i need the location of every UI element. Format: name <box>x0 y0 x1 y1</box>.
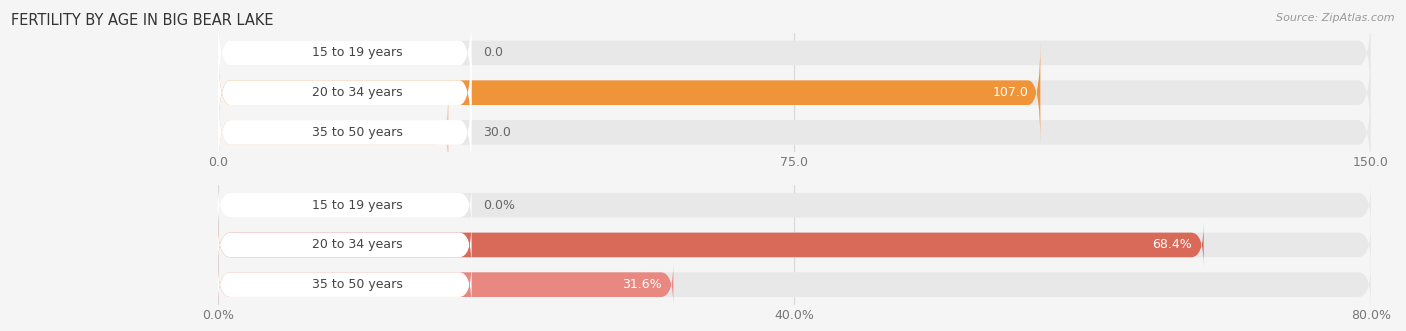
FancyBboxPatch shape <box>218 81 471 184</box>
Text: 15 to 19 years: 15 to 19 years <box>312 46 402 60</box>
FancyBboxPatch shape <box>218 41 1040 144</box>
FancyBboxPatch shape <box>218 41 1371 144</box>
FancyBboxPatch shape <box>218 263 673 306</box>
FancyBboxPatch shape <box>218 223 1371 266</box>
Text: Source: ZipAtlas.com: Source: ZipAtlas.com <box>1277 13 1395 23</box>
FancyBboxPatch shape <box>218 2 471 104</box>
FancyBboxPatch shape <box>218 223 1204 266</box>
FancyBboxPatch shape <box>218 263 471 306</box>
Text: 31.6%: 31.6% <box>623 278 662 291</box>
Text: 0.0%: 0.0% <box>484 199 515 212</box>
FancyBboxPatch shape <box>218 2 1371 104</box>
FancyBboxPatch shape <box>218 263 1371 306</box>
Text: 68.4%: 68.4% <box>1153 238 1192 252</box>
FancyBboxPatch shape <box>218 41 471 144</box>
FancyBboxPatch shape <box>218 223 471 266</box>
FancyBboxPatch shape <box>218 184 1371 227</box>
Text: 20 to 34 years: 20 to 34 years <box>312 86 402 99</box>
FancyBboxPatch shape <box>218 184 471 227</box>
Text: FERTILITY BY AGE IN BIG BEAR LAKE: FERTILITY BY AGE IN BIG BEAR LAKE <box>11 13 274 28</box>
FancyBboxPatch shape <box>218 81 449 184</box>
Text: 35 to 50 years: 35 to 50 years <box>312 278 404 291</box>
Text: 35 to 50 years: 35 to 50 years <box>312 126 404 139</box>
Text: 30.0: 30.0 <box>484 126 510 139</box>
FancyBboxPatch shape <box>218 81 1371 184</box>
Text: 15 to 19 years: 15 to 19 years <box>312 199 402 212</box>
Text: 107.0: 107.0 <box>993 86 1029 99</box>
Text: 20 to 34 years: 20 to 34 years <box>312 238 402 252</box>
Text: 0.0: 0.0 <box>484 46 503 60</box>
